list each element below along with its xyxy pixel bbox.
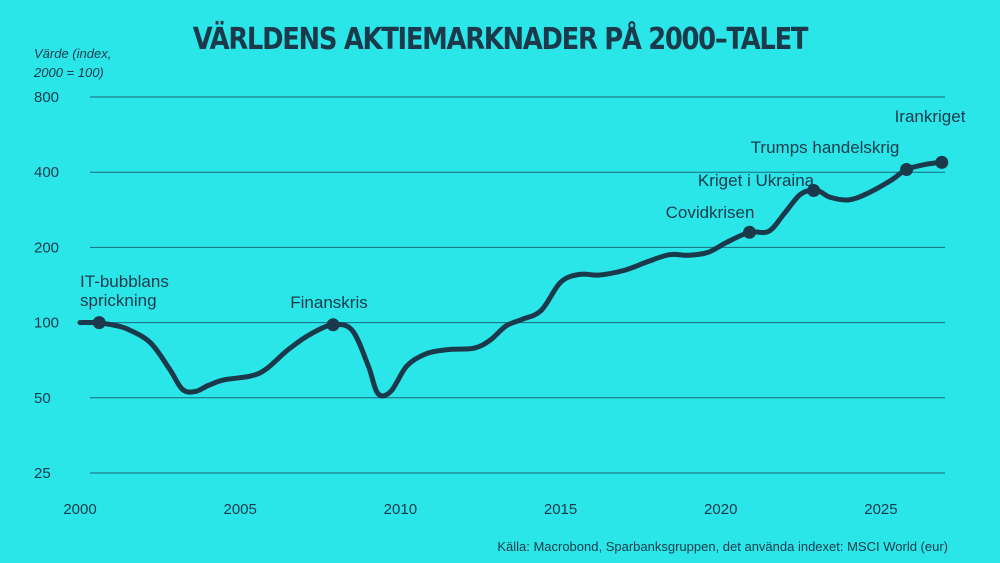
index-line [77,159,945,399]
x-tick-label-2000: 2000 [63,501,96,518]
annotation-point-0 [92,316,106,330]
y-axis-label-line2: 2000 = 100) [34,65,104,80]
source-note: Källa: Macrobond, Sparbanksgruppen, det … [497,539,948,554]
y-tick-label-100: 100 [34,315,59,332]
annotation-label-2: Covidkrisen [666,203,755,222]
x-tick-label-2010: 2010 [384,501,417,518]
y-tick-label-800: 800 [34,89,59,106]
x-ticks: 2000 2005 2010 2015 2020 2025 [63,501,897,518]
chart-title: VÄRLDENS AKTIEMARKNADER PÅ 2000–TALET [192,22,809,57]
y-tick-label-400: 400 [34,164,59,181]
x-tick-label-2020: 2020 [704,501,737,518]
annotation-label-4: Trumps handelskrig [751,138,900,157]
series-group [77,159,945,399]
y-ticks: 25 50 100 200 400 800 [34,89,59,482]
y-axis-label: Värde (index, 2000 = 100) [34,44,164,82]
annotation-point-3 [807,183,821,197]
x-tick-label-2025: 2025 [864,501,897,518]
annotation-label-5: Irankriget [895,107,966,126]
annotation-label-0: IT-bubblans [80,272,169,291]
annotation-point-5 [935,155,949,169]
y-tick-label-50: 50 [34,390,51,407]
annotation-point-1 [326,318,340,332]
annotation-point-4 [900,163,914,177]
x-tick-label-2015: 2015 [544,501,577,518]
y-axis-label-line1: Värde (index, [34,46,112,61]
y-tick-label-25: 25 [34,465,51,482]
annotation-label-1: Finanskris [290,293,367,312]
annotation-label-3: Kriget i Ukraina [698,171,815,190]
annotation-point-2 [743,225,757,239]
x-tick-label-2005: 2005 [223,501,256,518]
annotation-points [92,155,949,332]
y-tick-label-200: 200 [34,239,59,256]
annotation-label-0-line2: sprickning [80,291,157,310]
